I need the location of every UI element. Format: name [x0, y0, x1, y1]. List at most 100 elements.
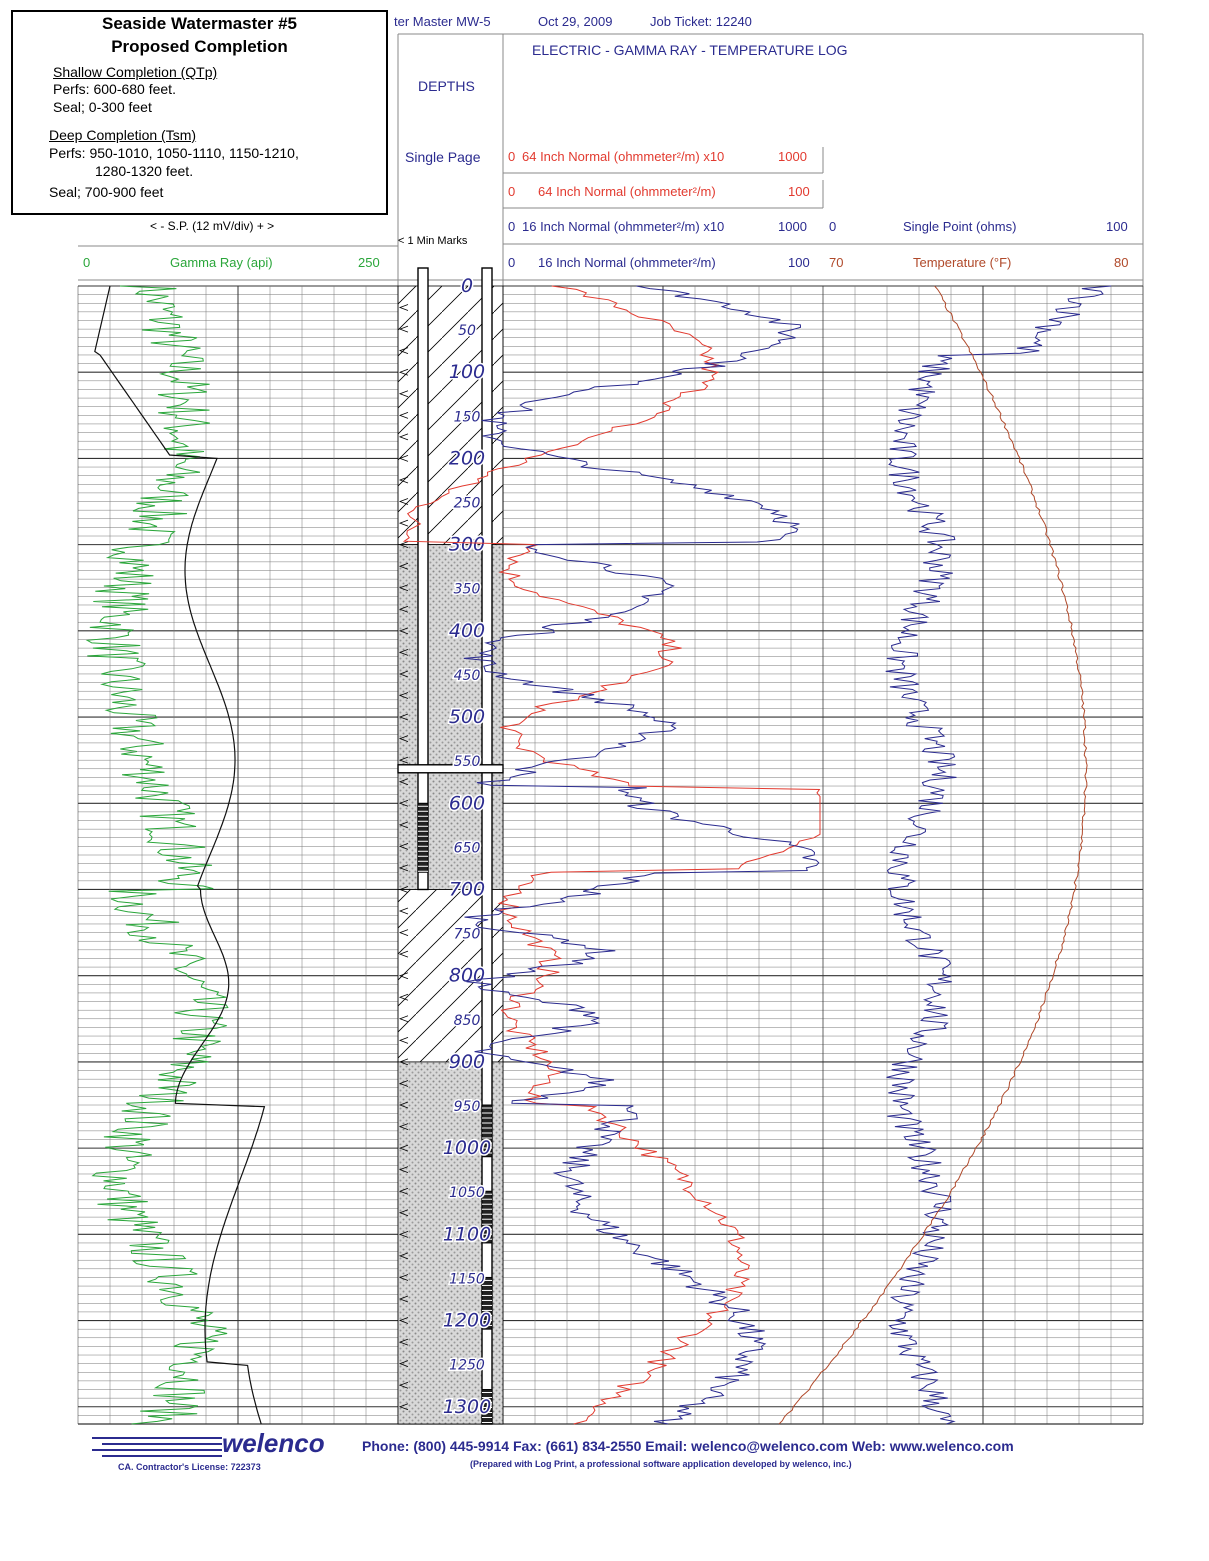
minute-mark: [398, 1015, 409, 1023]
minute-mark: [398, 541, 409, 549]
minute-mark: [398, 1101, 409, 1109]
depth-label: 1000: [443, 1137, 491, 1159]
minute-mark: [398, 1317, 409, 1324]
minute-mark: [398, 562, 409, 570]
minute-mark: [398, 1036, 409, 1044]
log-date: Oct 29, 2009: [538, 14, 613, 29]
depth-label: 50: [458, 323, 476, 339]
minute-mark: [398, 1230, 409, 1238]
depth-label: 200: [449, 447, 485, 469]
minute-mark: [398, 886, 409, 893]
temperature-curve: [778, 285, 1088, 1425]
shallow-casing: [417, 267, 429, 891]
minute-mark: [398, 1144, 409, 1152]
depth-label: 500: [449, 706, 485, 728]
minute-mark: [398, 993, 409, 1001]
depth-label: 100: [449, 361, 485, 383]
n64x10-label: 64 Inch Normal (ohmmeter²/m) x10: [522, 149, 725, 164]
depth-label: 700: [449, 878, 485, 900]
shallow-perfs: Perfs: 600-680 feet.: [53, 81, 176, 97]
deep-heading: Deep Completion (Tsm): [49, 127, 197, 143]
gamma-label: Gamma Ray (api): [170, 255, 273, 270]
gamma-ray-curve: [85, 285, 229, 1425]
minute-mark: [398, 1123, 409, 1130]
depths-label: DEPTHS: [418, 78, 475, 94]
minute-mark: [398, 778, 409, 786]
minute-mark: [398, 735, 409, 742]
minute-mark: [398, 1403, 409, 1411]
depth-label: 650: [454, 840, 481, 856]
depth-label: 350: [454, 582, 481, 598]
sp-ohm-min: 0: [829, 219, 837, 234]
proposed-completion-box: Seaside Watermaster #5 Proposed Completi…: [11, 10, 388, 215]
depth-label: 1200: [443, 1310, 491, 1332]
minute-mark: [398, 476, 409, 484]
log-title: ELECTRIC - GAMMA RAY - TEMPERATURE LOG: [532, 42, 848, 58]
minute-mark: [398, 1166, 409, 1174]
depth-label: 850: [454, 1013, 481, 1029]
n16x10-min: 0: [508, 219, 516, 234]
minute-mark: [398, 1381, 409, 1389]
n64-max: 100: [788, 184, 810, 199]
minute-mark: [398, 950, 409, 958]
n64-label: 64 Inch Normal (ohmmeter²/m): [538, 184, 716, 199]
minute-mark: [398, 799, 409, 807]
minute-mark: [398, 1080, 409, 1087]
depth-label: 1150: [449, 1271, 485, 1287]
depth-label: 550: [454, 754, 481, 770]
minute-mark: [398, 455, 409, 462]
minute-mark: [398, 411, 409, 419]
depth-label: 450: [454, 668, 481, 684]
deep-seal: Seal; 700-900 feet: [49, 184, 164, 200]
depth-label: 800: [449, 965, 485, 987]
depth-label: 600: [449, 792, 485, 814]
minute-mark: [398, 929, 409, 936]
min-marks-label: < 1 Min Marks: [398, 235, 468, 247]
depth-label: 1050: [449, 1185, 485, 1201]
well-name: ter Master MW-5: [394, 14, 491, 29]
perforation: [481, 1104, 493, 1158]
n64-min: 0: [508, 184, 516, 199]
depth-label: 1100: [443, 1223, 491, 1245]
perforation: [417, 802, 429, 873]
deep-perfs-1: Perfs: 950-1010, 1050-1110, 1150-1210,: [49, 145, 299, 161]
logo-text: welenco: [222, 1428, 325, 1458]
depth-label: 250: [454, 496, 481, 512]
depth-label: 750: [454, 927, 481, 943]
gamma-min: 0: [83, 255, 91, 270]
prepared-with-line: (Prepared with Log Print, a professional…: [470, 1459, 852, 1469]
minute-mark: [398, 519, 409, 527]
minute-mark: [398, 605, 409, 613]
minute-mark: [398, 498, 409, 505]
shallow-seal: Seal; 0-300 feet: [53, 99, 152, 115]
perforation: [481, 1389, 493, 1425]
deep-perfs-2: 1280-1320 feet.: [95, 163, 194, 179]
sp-curve: [94, 285, 266, 1425]
minute-mark: [398, 821, 409, 829]
sp-ohm-max: 100: [1106, 219, 1128, 234]
minute-mark: [398, 756, 409, 764]
minute-mark: [398, 649, 409, 656]
temp-max: 80: [1114, 255, 1129, 270]
casing-bridge: [397, 764, 504, 774]
completion-title-1: Seaside Watermaster #5: [102, 14, 297, 33]
n16x10-max: 1000: [778, 219, 807, 234]
n64x10-max: 1000: [778, 149, 807, 164]
job-ticket: Job Ticket: 12240: [650, 14, 752, 29]
contact-line: Phone: (800) 445-9914 Fax: (661) 834-255…: [362, 1438, 1014, 1454]
shallow-heading: Shallow Completion (QTp): [53, 64, 218, 80]
normal-16-curve: [463, 285, 820, 1425]
minute-mark: [398, 972, 409, 980]
minute-mark: [398, 1252, 409, 1260]
minute-mark: [398, 304, 409, 311]
gamma-max: 250: [358, 255, 380, 270]
minute-mark: [398, 627, 409, 635]
minute-mark: [398, 864, 409, 872]
minute-mark: [398, 713, 409, 721]
depth-label: 1250: [449, 1358, 485, 1374]
minute-mark: [398, 325, 409, 333]
n16-max: 100: [788, 255, 810, 270]
minute-mark: [398, 1187, 409, 1195]
